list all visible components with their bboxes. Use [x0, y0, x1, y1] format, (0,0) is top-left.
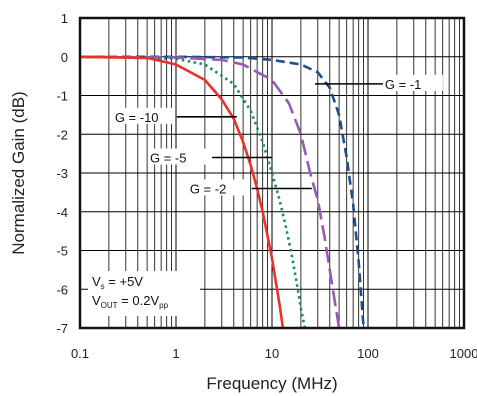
series-labels: G = -1 G = -2 G = -5 G = -10 [112, 74, 443, 197]
vs-condition: Vs = +5V [92, 274, 143, 291]
label-background [112, 107, 173, 124]
y-tick-label: -5 [56, 244, 68, 259]
x-tick-label: 100 [357, 346, 379, 361]
y-tick-label: -3 [56, 166, 68, 181]
label-text: G = -10 [115, 110, 159, 125]
series-label-g5: G = -5 [148, 148, 272, 166]
label-text: G = -5 [150, 151, 187, 166]
label-text: G = -1 [385, 77, 422, 92]
series-label-g2: G = -2 [187, 179, 312, 197]
conditions-annotation: Vs = +5V VOUT = 0.2Vpp [88, 271, 200, 316]
x-tick-label: 1000 [450, 346, 477, 361]
y-tick-label: -1 [56, 89, 68, 104]
x-tick-label: 0.1 [71, 346, 89, 361]
plot-frame [78, 16, 466, 330]
series-label-g1: G = -1 [314, 74, 443, 92]
y-tick-label: 1 [61, 11, 68, 26]
label-background [187, 179, 248, 196]
conditions-box [88, 271, 200, 316]
y-tick-label: -2 [56, 127, 68, 142]
label-background [382, 74, 443, 91]
y-tick-label: -6 [56, 282, 68, 297]
series-line-g2 [79, 55, 341, 329]
series-line-g10 [79, 55, 285, 329]
y-tick-label: 0 [61, 50, 68, 65]
vout-condition: VOUT = 0.2Vpp [92, 293, 169, 310]
series-label-g10: G = -10 [112, 107, 237, 125]
y-tick-label: -7 [56, 321, 68, 336]
x-tick-label: 10 [265, 346, 279, 361]
label-background [148, 148, 208, 165]
y-tick-label: -4 [56, 205, 68, 220]
x-tick-label: 1 [172, 346, 179, 361]
y-axis-title: Normalized Gain (dB) [9, 91, 28, 254]
x-axis-title: Frequency (MHz) [206, 374, 337, 393]
label-text: G = -2 [190, 182, 227, 197]
series-layer [79, 55, 365, 329]
